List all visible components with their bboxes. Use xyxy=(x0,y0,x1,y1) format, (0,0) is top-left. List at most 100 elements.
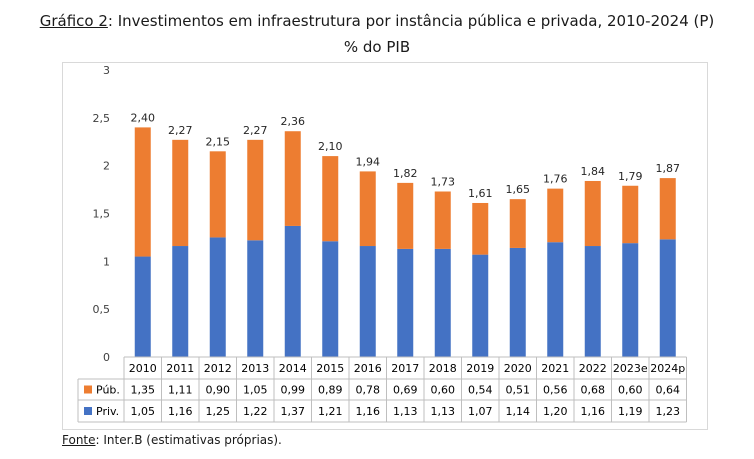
bar-pub xyxy=(322,156,339,242)
y-tick-label: 2,5 xyxy=(93,112,111,125)
table-value: 0,64 xyxy=(656,384,681,397)
bar-priv xyxy=(322,241,339,357)
total-data-label: 1,87 xyxy=(656,162,681,175)
total-data-label: 2,10 xyxy=(318,140,343,153)
bar-priv xyxy=(209,237,226,357)
bar-pub xyxy=(622,185,639,244)
total-data-label: 2,15 xyxy=(206,135,231,148)
table-value: 1,16 xyxy=(581,405,606,418)
bar-priv xyxy=(434,248,451,357)
legend-label: Priv. xyxy=(96,405,119,418)
total-data-label: 1,84 xyxy=(581,165,606,178)
chart-source: Fonte: Inter.B (estimativas próprias). xyxy=(62,433,282,447)
category-label: 2023e xyxy=(613,362,648,375)
bar-pub xyxy=(434,191,451,249)
total-data-label: 2,40 xyxy=(131,111,156,124)
table-value: 1,13 xyxy=(393,405,418,418)
bar-pub xyxy=(584,180,601,247)
table-value: 0,89 xyxy=(318,384,343,397)
category-label: 2013 xyxy=(241,362,269,375)
table-value: 0,90 xyxy=(206,384,231,397)
bar-priv xyxy=(659,239,676,357)
table-value: 1,25 xyxy=(206,405,231,418)
y-tick-label: 0,5 xyxy=(93,303,111,316)
y-tick-label: 3 xyxy=(103,64,110,77)
table-value: 0,54 xyxy=(468,384,493,397)
title-text: : Investimentos em infraestrutura por in… xyxy=(107,12,715,30)
bar-priv xyxy=(284,225,301,357)
total-data-label: 1,73 xyxy=(431,175,456,188)
table-value: 1,35 xyxy=(131,384,156,397)
table-value: 1,22 xyxy=(243,405,268,418)
table-value: 0,78 xyxy=(356,384,381,397)
bar-pub xyxy=(247,139,264,241)
bar-pub xyxy=(397,182,414,249)
bar-priv xyxy=(472,254,489,357)
legend-label: Púb. xyxy=(96,384,120,397)
bar-priv xyxy=(359,246,376,357)
total-data-label: 2,27 xyxy=(168,124,193,137)
bar-pub xyxy=(172,139,189,247)
total-data-label: 1,79 xyxy=(618,170,643,183)
legend-key xyxy=(84,385,92,394)
table-value: 1,13 xyxy=(431,405,456,418)
table-value: 1,11 xyxy=(168,384,193,397)
table-value: 1,07 xyxy=(468,405,493,418)
table-value: 1,16 xyxy=(356,405,381,418)
bar-pub xyxy=(284,131,301,226)
bar-pub xyxy=(509,199,526,248)
bar-pub xyxy=(134,127,151,257)
category-label: 2017 xyxy=(391,362,419,375)
chart-frame xyxy=(62,62,708,430)
table-value: 1,16 xyxy=(168,405,193,418)
table-value: 1,05 xyxy=(131,405,156,418)
bar-priv xyxy=(509,247,526,357)
bar-pub xyxy=(472,202,489,255)
bar-pub xyxy=(659,178,676,240)
total-data-label: 1,82 xyxy=(393,167,418,180)
source-text: : Inter.B (estimativas próprias). xyxy=(95,433,282,447)
table-value: 1,23 xyxy=(656,405,681,418)
category-label: 2010 xyxy=(129,362,157,375)
y-tick-label: 0 xyxy=(103,351,110,364)
y-tick-label: 1,5 xyxy=(93,208,111,221)
total-data-label: 1,61 xyxy=(468,187,493,200)
total-data-label: 2,36 xyxy=(281,115,306,128)
category-label: 2021 xyxy=(541,362,569,375)
table-value: 0,99 xyxy=(281,384,306,397)
category-label: 2019 xyxy=(466,362,494,375)
chart-title: Gráfico 2: Investimentos em infraestrutu… xyxy=(0,12,754,30)
table-value: 0,68 xyxy=(581,384,606,397)
category-label: 2016 xyxy=(354,362,382,375)
table-value: 1,37 xyxy=(281,405,306,418)
total-data-label: 1,94 xyxy=(356,155,381,168)
table-value: 0,69 xyxy=(393,384,418,397)
table-value: 0,56 xyxy=(543,384,568,397)
title-label: Gráfico 2 xyxy=(39,12,108,30)
source-label: Fonte xyxy=(62,433,96,447)
table-value: 0,60 xyxy=(431,384,456,397)
category-label: 2011 xyxy=(166,362,194,375)
bar-pub xyxy=(359,171,376,247)
chart-subtitle: % do PIB xyxy=(343,38,411,56)
category-label: 2018 xyxy=(429,362,457,375)
y-tick-label: 2 xyxy=(103,160,110,173)
bar-priv xyxy=(134,256,151,357)
bar-priv xyxy=(622,243,639,357)
table-value: 1,05 xyxy=(243,384,268,397)
category-label: 2024p xyxy=(650,362,685,375)
category-label: 2022 xyxy=(579,362,607,375)
total-data-label: 1,76 xyxy=(543,173,568,186)
total-data-label: 1,65 xyxy=(506,183,531,196)
table-value: 0,60 xyxy=(618,384,643,397)
bar-priv xyxy=(584,246,601,357)
table-value: 1,14 xyxy=(506,405,531,418)
table-value: 1,19 xyxy=(618,405,643,418)
table-value: 1,20 xyxy=(543,405,568,418)
y-tick-label: 1 xyxy=(103,255,110,268)
category-label: 2012 xyxy=(204,362,232,375)
bar-priv xyxy=(247,240,264,357)
category-label: 2015 xyxy=(316,362,344,375)
bar-priv xyxy=(397,248,414,357)
